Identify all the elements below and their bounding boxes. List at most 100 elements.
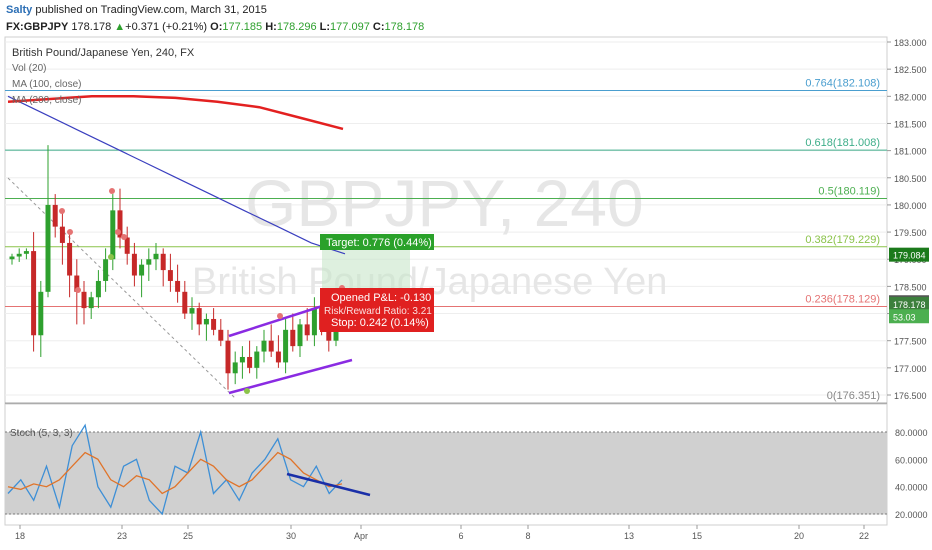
watermark-symbol: GBPJPY, 240 [245,166,644,240]
marker-high [115,229,121,235]
time-tick-label: 6 [458,531,463,541]
price-badge-label: 178.178 [893,300,926,310]
time-tick-label: 30 [286,531,296,541]
candle-body [45,204,51,292]
channel-upper[interactable] [228,299,339,338]
risk-reward-text: Risk/Reward Ratio: 3.21 [324,306,432,317]
candle-body [203,318,209,325]
stop-text: Stop: 0.242 (0.14%) [331,317,429,329]
time-tick-label: 20 [794,531,804,541]
fib-level-label: 0.5(180.119) [818,185,880,197]
candle-body [196,308,202,325]
channel-lower[interactable] [228,358,353,395]
legend-title[interactable]: British Pound/Japanese Yen, 240, FX [12,47,195,59]
candle-body [139,264,145,276]
low-label: L: [319,21,331,33]
grid [5,41,887,396]
price-tick-label: 181.500 [894,119,927,129]
trend-line[interactable] [7,177,236,399]
price-tick-label: 180.000 [894,201,927,211]
candle-body [254,351,260,368]
marker-low [244,388,250,394]
marker-high [75,287,81,293]
target-label[interactable]: Target: 0.776 (0.44%) [320,234,434,250]
chart-header: Salty published on TradingView.com, Marc… [0,0,932,36]
legend-ma200[interactable]: MA (200, close) [12,95,81,106]
publish-line: Salty published on TradingView.com, Marc… [6,4,267,16]
pnl-box[interactable]: Opened P&L: -0.130 Risk/Reward Ratio: 3.… [320,288,434,332]
fib-level-label: 0.764(182.108) [805,77,880,89]
price-tick-label: 179.500 [894,228,927,238]
price-axis[interactable]: 183.000 182.500 182.000 181.500 181.000 180.5… [887,38,927,401]
candle-body [16,253,22,257]
stoch-d-line [7,451,343,495]
price-badge-label: 179.084 [893,251,926,261]
candle-body [232,362,238,374]
candle-body [52,204,58,227]
candle-body [189,308,195,314]
price-tick-label: 176.500 [894,391,927,401]
legend-vol[interactable]: Vol (20) [12,63,46,74]
candle-body [124,237,130,254]
ma100-line [7,95,346,255]
candle-body [261,340,267,352]
candle-body [218,329,224,341]
price-badge [889,309,929,324]
last-price: 178.178 [71,21,112,33]
price-badge [889,296,929,311]
stoch-tick-label: 80.0000 [895,428,928,438]
fib-retracement[interactable]: 0.764(182.108) 0.618(181.008) 0.5(180.119)… [5,77,887,404]
high-label: H: [265,21,277,33]
price-chart[interactable]: GBPJPY, 240 British Pound/Japanese Yen 0… [0,36,932,550]
candle-body [110,210,116,260]
legend-ma100[interactable]: MA (100, close) [12,79,81,90]
stoch-k-line [7,423,343,516]
time-tick-label: 25 [183,531,193,541]
marker-high [121,234,127,240]
candle-body [23,251,29,254]
candle-body [167,270,173,281]
author-link[interactable]: Salty [6,4,33,16]
fib-level-label: 0.382(179.229) [805,234,880,246]
stoch-label: Stoch (5, 3, 3) [10,428,73,439]
marker-high [277,313,283,319]
candle-body [88,297,94,309]
candle-body [81,291,87,309]
price-tick-label: 182.000 [894,92,927,102]
candle-body [297,324,303,347]
price-tick-label: 180.500 [894,174,927,184]
marker-high [109,188,115,194]
price-badge [889,247,929,262]
stoch-tick-label: 40.0000 [895,483,928,493]
published-text: published on TradingView.com, March 31, … [32,4,267,16]
marker-high [59,208,65,214]
price-tick-label: 177.000 [894,364,927,374]
candle-body [225,340,231,374]
candle-body [59,226,65,243]
candle-body [283,329,289,363]
time-tick-label: Apr [354,531,368,541]
symbol-label[interactable]: FX:GBPJPY [6,21,69,33]
time-tick-label: 23 [117,531,127,541]
stoch-tick-label: 60.0000 [895,455,928,465]
opened-pnl-text: Opened P&L: -0.130 [331,292,431,304]
ma200-line [7,95,344,131]
change-up-icon: ▲ [114,21,126,33]
low-value: 177.097 [330,21,370,33]
candle-body [304,324,310,336]
candle-body [326,329,332,341]
stoch-divergence-line[interactable] [286,472,371,497]
time-axis[interactable]: 18 23 25 30 Apr 6 8 13 15 20 22 [5,524,887,541]
price-tick-label: 181.000 [894,147,927,157]
time-tick-label: 8 [525,531,530,541]
candle-body [31,251,37,336]
close-label: C: [372,21,385,33]
target-label-box [320,234,434,250]
fib-level-label: 0.618(181.008) [805,137,880,149]
stoch-axis: 80.0000 60.0000 40.0000 20.0000 [895,428,928,520]
marker-low [108,254,114,260]
candle-body [290,329,296,347]
time-tick-label: 18 [15,531,25,541]
target-label-text: Target: 0.776 (0.44%) [326,237,432,249]
price-tick-label: 183.000 [894,38,927,48]
